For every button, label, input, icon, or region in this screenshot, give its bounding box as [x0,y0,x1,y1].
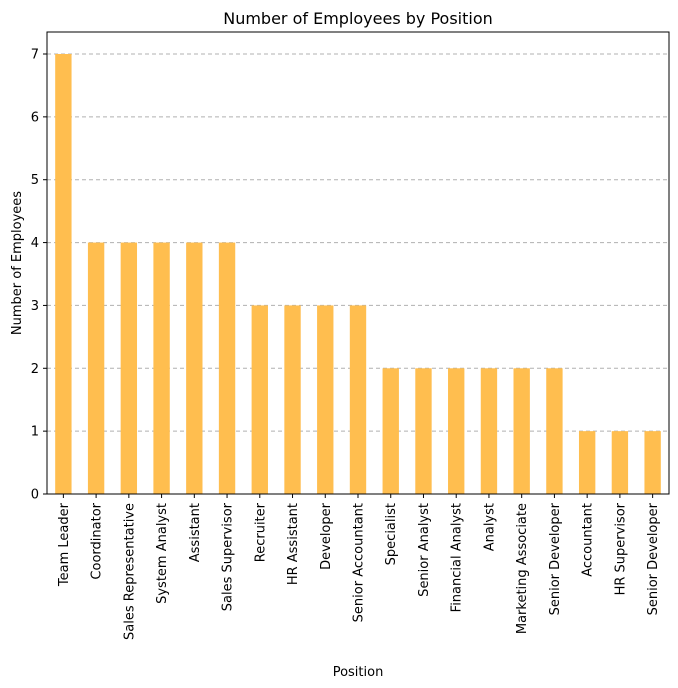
bar [448,368,465,494]
y-tick-label: 4 [31,236,39,251]
x-axis-label: Position [333,665,384,680]
x-tick-label: Sales Representative [122,503,137,640]
y-tick-label: 3 [31,299,39,314]
bar [611,431,629,494]
x-tick-label: Coordinator [90,502,105,579]
bar [186,242,203,494]
bar [87,242,105,494]
bar [218,242,236,494]
x-tick-label: Accountant [581,503,596,577]
y-tick-label: 0 [31,488,39,503]
x-tick-label: Specialist [384,503,399,565]
bar [578,431,596,494]
bar [644,431,661,494]
y-axis-label: Number of Employees [10,191,25,335]
x-tick-label: Senior Analyst [417,503,432,597]
y-tick-label: 7 [31,48,39,63]
x-tick-label: Senior Developer [548,502,563,615]
x-tick-label: Developer [319,502,334,570]
x-tick-label: HR Supervisor [613,502,628,595]
x-tick-label: Assistant [188,503,203,562]
y-tick-label: 6 [31,110,39,125]
x-tick-label: Marketing Associate [515,503,530,634]
bar [120,242,138,494]
x-tick-label: Sales Supervisor [221,502,236,611]
bar [349,305,367,494]
x-tick-label: Senior Developer [646,502,661,615]
bar [317,305,334,494]
x-tick-label: Recruiter [253,502,268,562]
bar [546,368,563,494]
bars [55,54,661,494]
bar [284,305,301,494]
x-tick-label: Financial Analyst [450,503,465,612]
x-tick-label: HR Assistant [286,503,301,585]
bar [55,54,72,494]
bar [415,368,432,494]
y-tick-label: 2 [31,362,39,377]
y-tick-label: 5 [31,173,39,188]
bar [153,242,170,494]
y-axis: 0 1 2 3 4 5 6 7 [31,48,47,503]
x-tick-label: Analyst [482,503,497,551]
chart-title: Number of Employees by Position [223,9,493,28]
y-tick-label: 1 [31,425,39,440]
bar [251,305,268,494]
x-axis: Team Leader Coordinator Sales Representati… [57,494,661,640]
x-tick-label: System Analyst [155,503,170,604]
bar [382,368,399,494]
x-tick-label: Senior Accountant [352,503,367,622]
bar [513,368,530,494]
bar [480,368,498,494]
x-tick-label: Team Leader [57,502,72,587]
